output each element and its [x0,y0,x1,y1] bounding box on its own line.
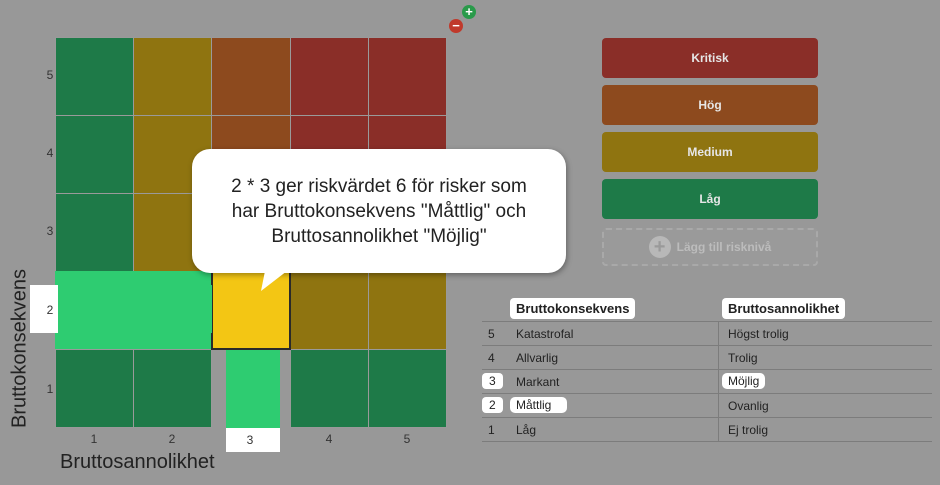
y-tick-2-green-b [133,285,212,333]
row-probability: Högst trolig [728,327,789,341]
add-risk-level-label: Lägg till risknivå [676,240,772,254]
tooltip-pointer [261,271,287,291]
matrix-cell-1-1[interactable] [55,349,134,428]
y-tick-1: 1 [46,382,54,396]
level-medium-button[interactable]: Medium [602,132,818,172]
tooltip-line-2: har Bruttokonsekvens "Måttlig" och [231,200,527,222]
table-header-consequence: Bruttokonsekvens [510,298,636,319]
table-header-divider [482,321,932,322]
y-tick-5: 5 [46,68,54,82]
row-consequence: Katastrofal [516,327,574,341]
table-header-probability: Bruttosannolikhet [722,298,846,319]
y-axis-title: Bruttokonsekvens [8,269,31,428]
zoom-in-icon[interactable]: + [462,5,476,19]
matrix-cell-3-1[interactable] [55,193,134,272]
x-tick-3: 3 [246,433,254,447]
row-num: 5 [488,327,495,341]
row-consequence: Markant [516,375,560,389]
tooltip-line-3: Bruttosannolikhet "Möjlig" [271,225,487,247]
matrix-cell-2-5[interactable] [368,271,447,350]
table-row: 5 Katastrofal Högst trolig [482,322,932,346]
table-row: 3 Markant Möjlig [482,370,932,394]
matrix-cell-5-4[interactable] [290,37,369,116]
zoom-out-icon[interactable]: − [449,19,463,33]
row-num: 4 [488,351,495,365]
x-tick-2: 2 [168,432,176,446]
row-probability: Ej trolig [728,423,769,437]
y-tick-2-highlight [30,285,58,333]
y-tick-2: 2 [46,303,54,317]
matrix-cell-2-4[interactable] [290,271,369,350]
matrix-cell-1-5[interactable] [368,349,447,428]
row-num-highlight: 3 [482,373,503,389]
y-tick-4: 4 [46,146,54,160]
level-low-button[interactable]: Låg [602,179,818,219]
table-row: 1 Låg Ej trolig [482,418,932,442]
risk-tooltip: 2 * 3 ger riskvärdet 6 för risker som ha… [192,149,566,273]
y-tick-3: 3 [46,224,54,238]
table-column-divider [718,322,719,441]
matrix-cell-1-3[interactable] [226,349,280,428]
row-consequence-highlight: Måttlig [510,397,568,413]
row-probability-highlight: Möjlig [722,373,766,389]
x-tick-5: 5 [403,432,411,446]
matrix-cell-1-2[interactable] [133,349,212,428]
add-risk-level-button[interactable]: + Lägg till risknivå [602,228,818,266]
table-row: 4 Allvarlig Trolig [482,346,932,370]
tooltip-line-1: 2 * 3 ger riskvärdet 6 för risker som [231,175,527,197]
matrix-cell-5-3[interactable] [211,37,291,116]
matrix-cell-5-2[interactable] [133,37,212,116]
x-axis-title: Bruttosannolikhet [60,451,215,473]
matrix-cell-5-5[interactable] [368,37,447,116]
row-consequence: Allvarlig [516,351,559,365]
row-probability: Trolig [728,351,758,365]
level-critical-button[interactable]: Kritisk [602,38,818,78]
x-tick-3-highlight [226,428,280,452]
plus-circle-icon: + [648,236,671,258]
x-tick-4: 4 [325,432,333,446]
table-row: 2 Måttlig Ovanlig [482,394,932,418]
matrix-cell-1-4[interactable] [290,349,369,428]
row-num: 1 [488,423,495,437]
x-tick-1: 1 [90,432,98,446]
row-probability: Ovanlig [728,399,769,413]
row-num-highlight: 2 [482,397,503,413]
y-tick-2-green [58,285,133,333]
matrix-cell-4-1[interactable] [55,115,134,194]
row-consequence: Låg [516,423,537,437]
level-high-button[interactable]: Hög [602,85,818,125]
matrix-cell-5-1[interactable] [55,37,134,116]
